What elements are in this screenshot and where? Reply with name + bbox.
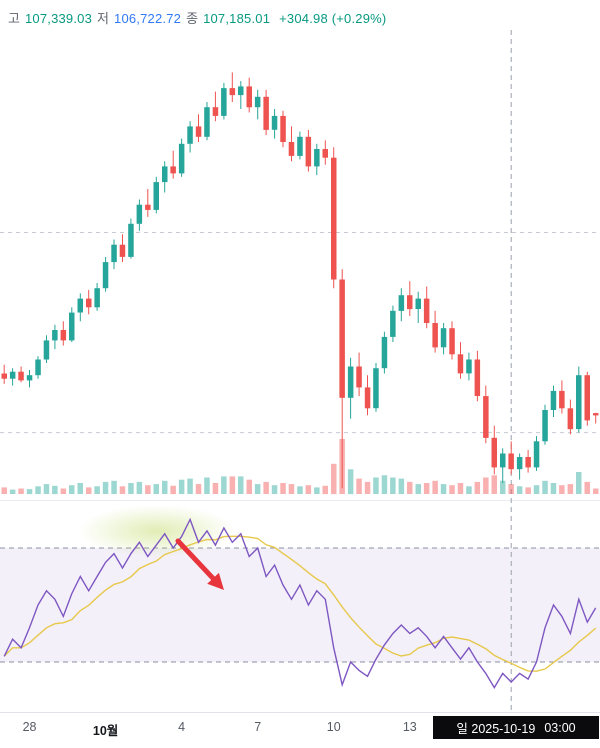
close-value: 107,185.01 <box>203 11 271 26</box>
time-tick: 28 <box>22 720 37 734</box>
high-label: 고 <box>8 11 20 26</box>
crosshair-time-label: 일 2025-10-19 03:00 <box>433 716 599 739</box>
close-label: 종 <box>186 11 199 26</box>
time-axis[interactable]: 28 10월 4 7 10 13 일 2025-10-19 03:00 <box>0 712 600 748</box>
low-value: 106,722.72 <box>114 11 182 26</box>
crosshair-date: 일 2025-10-19 <box>456 722 536 736</box>
high-value: 107,339.03 <box>24 11 93 26</box>
time-tick: 10 <box>326 720 341 734</box>
time-tick: 4 <box>178 720 186 734</box>
time-tick: 13 <box>402 720 417 734</box>
low-label: 저 <box>97 11 110 26</box>
time-tick: 10월 <box>92 724 119 738</box>
crosshair-time: 03:00 <box>544 720 576 735</box>
ohlc-legend: 고 107,339.03 저 106,722.72 종 107,185.01 +… <box>8 7 391 28</box>
time-tick: 7 <box>254 720 262 734</box>
change-value: +304.98 (+0.29%) <box>279 11 387 26</box>
